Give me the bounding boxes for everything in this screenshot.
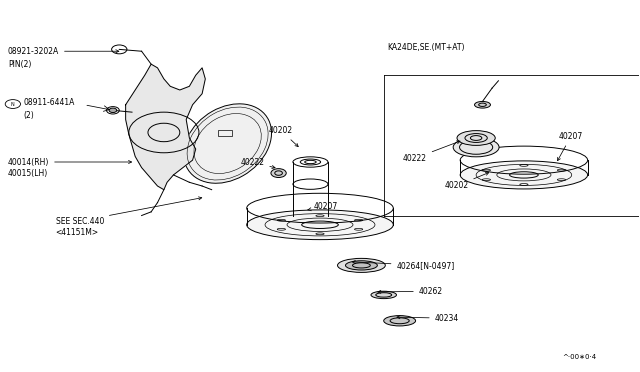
Text: 08911-6441A: 08911-6441A bbox=[24, 99, 75, 108]
Text: 40207: 40207 bbox=[308, 202, 338, 211]
Text: 40222: 40222 bbox=[241, 157, 275, 169]
Ellipse shape bbox=[457, 131, 495, 145]
Ellipse shape bbox=[346, 261, 378, 270]
Text: <41151M>: <41151M> bbox=[56, 228, 99, 237]
Bar bbox=[218, 129, 232, 136]
Text: 40014(RH): 40014(RH) bbox=[8, 157, 132, 167]
Ellipse shape bbox=[384, 315, 415, 326]
Circle shape bbox=[109, 108, 116, 112]
Ellipse shape bbox=[460, 161, 588, 189]
Text: PIN(2): PIN(2) bbox=[8, 60, 31, 69]
Text: 40202: 40202 bbox=[269, 126, 298, 147]
Ellipse shape bbox=[246, 210, 394, 240]
Circle shape bbox=[271, 169, 286, 177]
Text: 40234: 40234 bbox=[397, 314, 459, 323]
Text: 08921-3202A: 08921-3202A bbox=[8, 47, 119, 56]
Ellipse shape bbox=[474, 102, 490, 108]
Text: 40015(LH): 40015(LH) bbox=[8, 169, 48, 177]
Text: SEE SEC.440: SEE SEC.440 bbox=[56, 197, 202, 225]
Ellipse shape bbox=[453, 138, 499, 157]
Text: 40264[N-0497]: 40264[N-0497] bbox=[352, 260, 454, 270]
Text: 40202: 40202 bbox=[444, 172, 489, 190]
Ellipse shape bbox=[337, 259, 385, 272]
Text: KA24DE,SE.(MT+AT): KA24DE,SE.(MT+AT) bbox=[387, 43, 465, 52]
Text: 40222: 40222 bbox=[403, 141, 460, 163]
Text: ^·00∗0·4: ^·00∗0·4 bbox=[562, 353, 596, 359]
Polygon shape bbox=[125, 64, 205, 190]
Text: 40262: 40262 bbox=[378, 287, 443, 296]
Text: N: N bbox=[11, 102, 15, 106]
Ellipse shape bbox=[184, 104, 271, 183]
Ellipse shape bbox=[371, 291, 396, 299]
Text: (2): (2) bbox=[24, 110, 35, 120]
Text: 40207: 40207 bbox=[557, 132, 583, 161]
